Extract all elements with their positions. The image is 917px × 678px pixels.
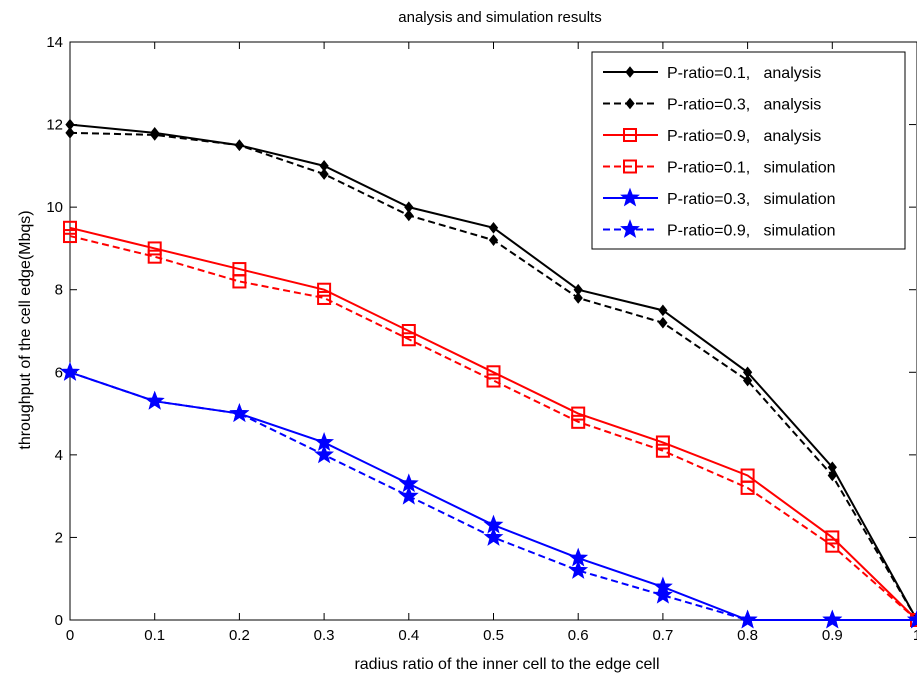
data-point [150,129,160,141]
series-6 [60,361,917,629]
chart-title: analysis and simulation results [398,9,601,26]
data-point [147,249,162,264]
data-point [658,304,668,317]
data-point [488,234,499,246]
data-point [65,127,75,139]
x-tick-label: 0.3 [314,627,335,644]
y-axis-label: throughput of the cell edge(Mbqs) [17,210,34,449]
data-point [822,609,843,629]
legend-label: P-ratio=0.9, analysis [667,128,821,145]
y-tick-label: 4 [55,447,63,464]
legend-item: P-ratio=0.9, analysis [603,128,821,145]
x-tick-label: 1 [913,627,917,644]
legend-marker [625,66,635,78]
data-point [63,229,77,244]
data-point [401,332,416,347]
legend-item: P-ratio=0.3, simulation [603,187,836,208]
data-point [658,316,668,329]
data-point [825,530,840,545]
series-line [69,226,917,621]
x-tick-label: 0.6 [568,627,589,644]
legend-label: P-ratio=0.9, simulation [667,223,836,240]
y-tick-label: 10 [46,199,63,216]
data-point [144,390,165,410]
legend-marker [625,97,635,110]
legend-item: P-ratio=0.3, analysis [603,97,821,114]
data-point [234,139,245,152]
y-tick-label: 0 [55,612,63,629]
data-point [655,435,670,450]
data-point [147,241,162,256]
x-tick-label: 0.9 [822,627,843,644]
x-tick-label: 0.4 [398,627,419,644]
x-tick-label: 0.2 [229,627,250,644]
data-point [60,361,80,381]
data-point [486,365,501,380]
series-layer [60,118,917,629]
series-line [69,235,917,621]
legend-label: P-ratio=0.1, analysis [667,65,821,82]
data-point [907,609,917,629]
data-point [571,414,586,429]
data-point [483,527,504,546]
data-point [740,480,755,495]
legend-marker [620,219,640,238]
data-point [229,403,250,422]
x-tick-label: 0 [66,627,74,644]
data-point [655,443,670,458]
data-point [825,538,840,553]
series-3 [63,220,917,627]
legend-marker [623,159,637,174]
x-axis-label: radius ratio of the inner cell to the ed… [354,656,659,673]
x-tick-label: 0.8 [737,627,758,644]
data-point [404,209,414,222]
data-point [398,485,419,505]
data-point [742,374,753,387]
legend-item: P-ratio=0.1, simulation [603,159,836,177]
y-axis: 0 2 4 6 8 10 12 14 [46,34,916,629]
data-point [486,373,501,388]
data-point [737,609,758,629]
data-point [571,406,586,421]
data-point [314,444,335,464]
data-point [401,324,416,338]
data-point [568,560,589,579]
legend-label: P-ratio=0.3, analysis [667,97,821,114]
legend-item: P-ratio=0.9, simulation [603,219,836,240]
data-point [317,282,332,297]
legend-marker [620,187,640,207]
data-point [317,290,332,305]
y-tick-label: 12 [46,117,63,134]
legend-box [591,51,906,250]
data-point [319,168,329,180]
y-tick-label: 8 [55,282,63,299]
x-tick-label: 0.1 [144,627,165,644]
legend-label: P-ratio=0.3, simulation [667,191,836,208]
data-point [652,584,673,604]
legend-label: P-ratio=0.1, simulation [667,160,836,177]
legend: P-ratio=0.1, analysis P-ratio=0.3, analys… [591,51,906,250]
series-2 [65,127,917,626]
y-tick-label: 14 [46,34,63,51]
legend-marker [623,128,637,142]
x-tick-label: 0.5 [483,627,504,644]
series-4 [63,229,917,627]
x-tick-label: 0.7 [652,627,673,644]
legend-item: P-ratio=0.1, analysis [603,65,821,82]
data-point [63,220,77,235]
data-point [232,274,247,289]
y-tick-label: 6 [55,364,63,381]
data-point [488,221,499,234]
y-tick-label: 2 [55,529,63,546]
x-axis: 0 0.1 0.2 0.3 0.4 0.5 0.6 0.7 0.8 0.9 1 [66,42,917,644]
data-point [573,292,583,304]
data-point [827,469,837,482]
